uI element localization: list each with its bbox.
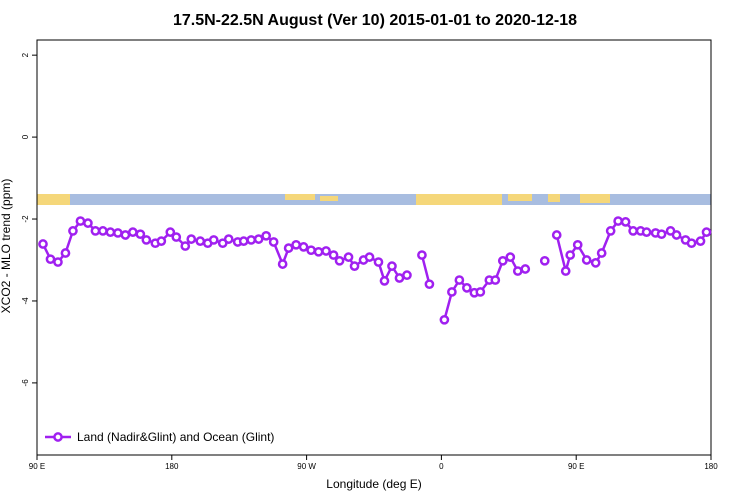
plot-frame xyxy=(36,39,712,456)
chart-title: 17.5N-22.5N August (Ver 10) 2015-01-01 t… xyxy=(173,12,577,29)
data-point xyxy=(60,248,71,258)
y-tick-label: 2 xyxy=(21,52,30,57)
legend-label: Land (Nadir&Glint) and Ocean (Glint) xyxy=(77,430,274,444)
data-point xyxy=(238,236,249,247)
data-point xyxy=(135,229,146,240)
x-tick-label: 90 W xyxy=(297,462,316,471)
data-point xyxy=(394,273,405,283)
data-point xyxy=(512,266,523,276)
data-point xyxy=(505,252,516,262)
y-tick-label: -4 xyxy=(21,297,30,305)
land-ocean-strip xyxy=(37,194,711,205)
data-point xyxy=(628,226,638,236)
data-point xyxy=(641,227,652,237)
data-point xyxy=(447,287,457,297)
data-point xyxy=(520,264,531,274)
data-point xyxy=(113,228,123,238)
data-point xyxy=(551,230,562,240)
data-point xyxy=(98,226,108,236)
x-tick-label: 90 E xyxy=(29,462,45,471)
data-point xyxy=(701,227,712,237)
y-tick-label: 0 xyxy=(21,134,30,139)
data-point xyxy=(373,257,384,267)
x-tick-label: 180 xyxy=(165,462,179,471)
data-point xyxy=(565,250,576,260)
data-point xyxy=(120,230,131,240)
x-tick-label: 90 E xyxy=(568,462,584,471)
data-point xyxy=(180,241,191,251)
data-point xyxy=(497,255,508,266)
data-point xyxy=(605,226,616,236)
data-point xyxy=(313,246,324,257)
data-point xyxy=(349,261,360,271)
data-point xyxy=(581,255,592,265)
data-point xyxy=(261,230,272,241)
data-point xyxy=(596,248,607,258)
data-point xyxy=(387,261,397,271)
data-point xyxy=(268,237,279,247)
data-point xyxy=(90,226,101,236)
data-point xyxy=(671,230,682,240)
data-point xyxy=(613,216,623,226)
data-point xyxy=(560,266,571,276)
data-point xyxy=(364,252,375,262)
data-point xyxy=(656,229,667,240)
data-point xyxy=(424,279,435,290)
data-point xyxy=(165,227,176,237)
data-point xyxy=(417,250,427,260)
data-point xyxy=(75,216,86,226)
data-point xyxy=(686,238,697,249)
data-point xyxy=(208,235,219,245)
data-point xyxy=(475,287,486,297)
data-point xyxy=(223,234,234,244)
data-point xyxy=(141,235,152,245)
x-tick-label: 0 xyxy=(439,462,444,471)
data-point xyxy=(38,239,48,249)
x-axis-label: Longitude (deg E) xyxy=(326,477,421,491)
data-point xyxy=(156,236,167,247)
data-point xyxy=(53,257,63,267)
data-point xyxy=(246,235,257,245)
data-point xyxy=(45,254,56,265)
data-point xyxy=(695,236,706,247)
data-point xyxy=(298,242,309,252)
data-point xyxy=(186,234,197,244)
data-point xyxy=(195,236,206,247)
data-point xyxy=(462,283,472,293)
y-axis-label: XCO2 - MLO trend (ppm) xyxy=(0,179,13,314)
data-point xyxy=(402,270,412,281)
x-tick-label: 180 xyxy=(704,462,718,471)
data-point xyxy=(171,232,182,242)
data-point xyxy=(490,275,501,285)
data-point xyxy=(454,275,465,285)
data-point xyxy=(590,258,601,268)
data-point xyxy=(572,239,583,250)
data-point xyxy=(379,276,390,286)
data-point xyxy=(83,218,93,228)
data-point xyxy=(253,234,264,244)
data-point xyxy=(439,314,450,325)
data-point xyxy=(328,250,339,260)
data-point xyxy=(620,217,631,227)
y-tick-label: -6 xyxy=(21,379,30,387)
y-tick-label: -2 xyxy=(21,215,30,223)
data-point xyxy=(277,259,288,269)
data-point xyxy=(68,226,78,236)
data-point xyxy=(343,252,354,262)
data-point xyxy=(283,243,294,253)
data-point xyxy=(306,245,316,256)
data-point xyxy=(105,227,116,237)
data-point xyxy=(539,255,550,266)
data-point xyxy=(321,246,331,256)
data-point xyxy=(334,255,345,266)
data-point xyxy=(291,239,301,250)
data-point xyxy=(128,227,138,237)
legend-marker xyxy=(53,432,63,442)
